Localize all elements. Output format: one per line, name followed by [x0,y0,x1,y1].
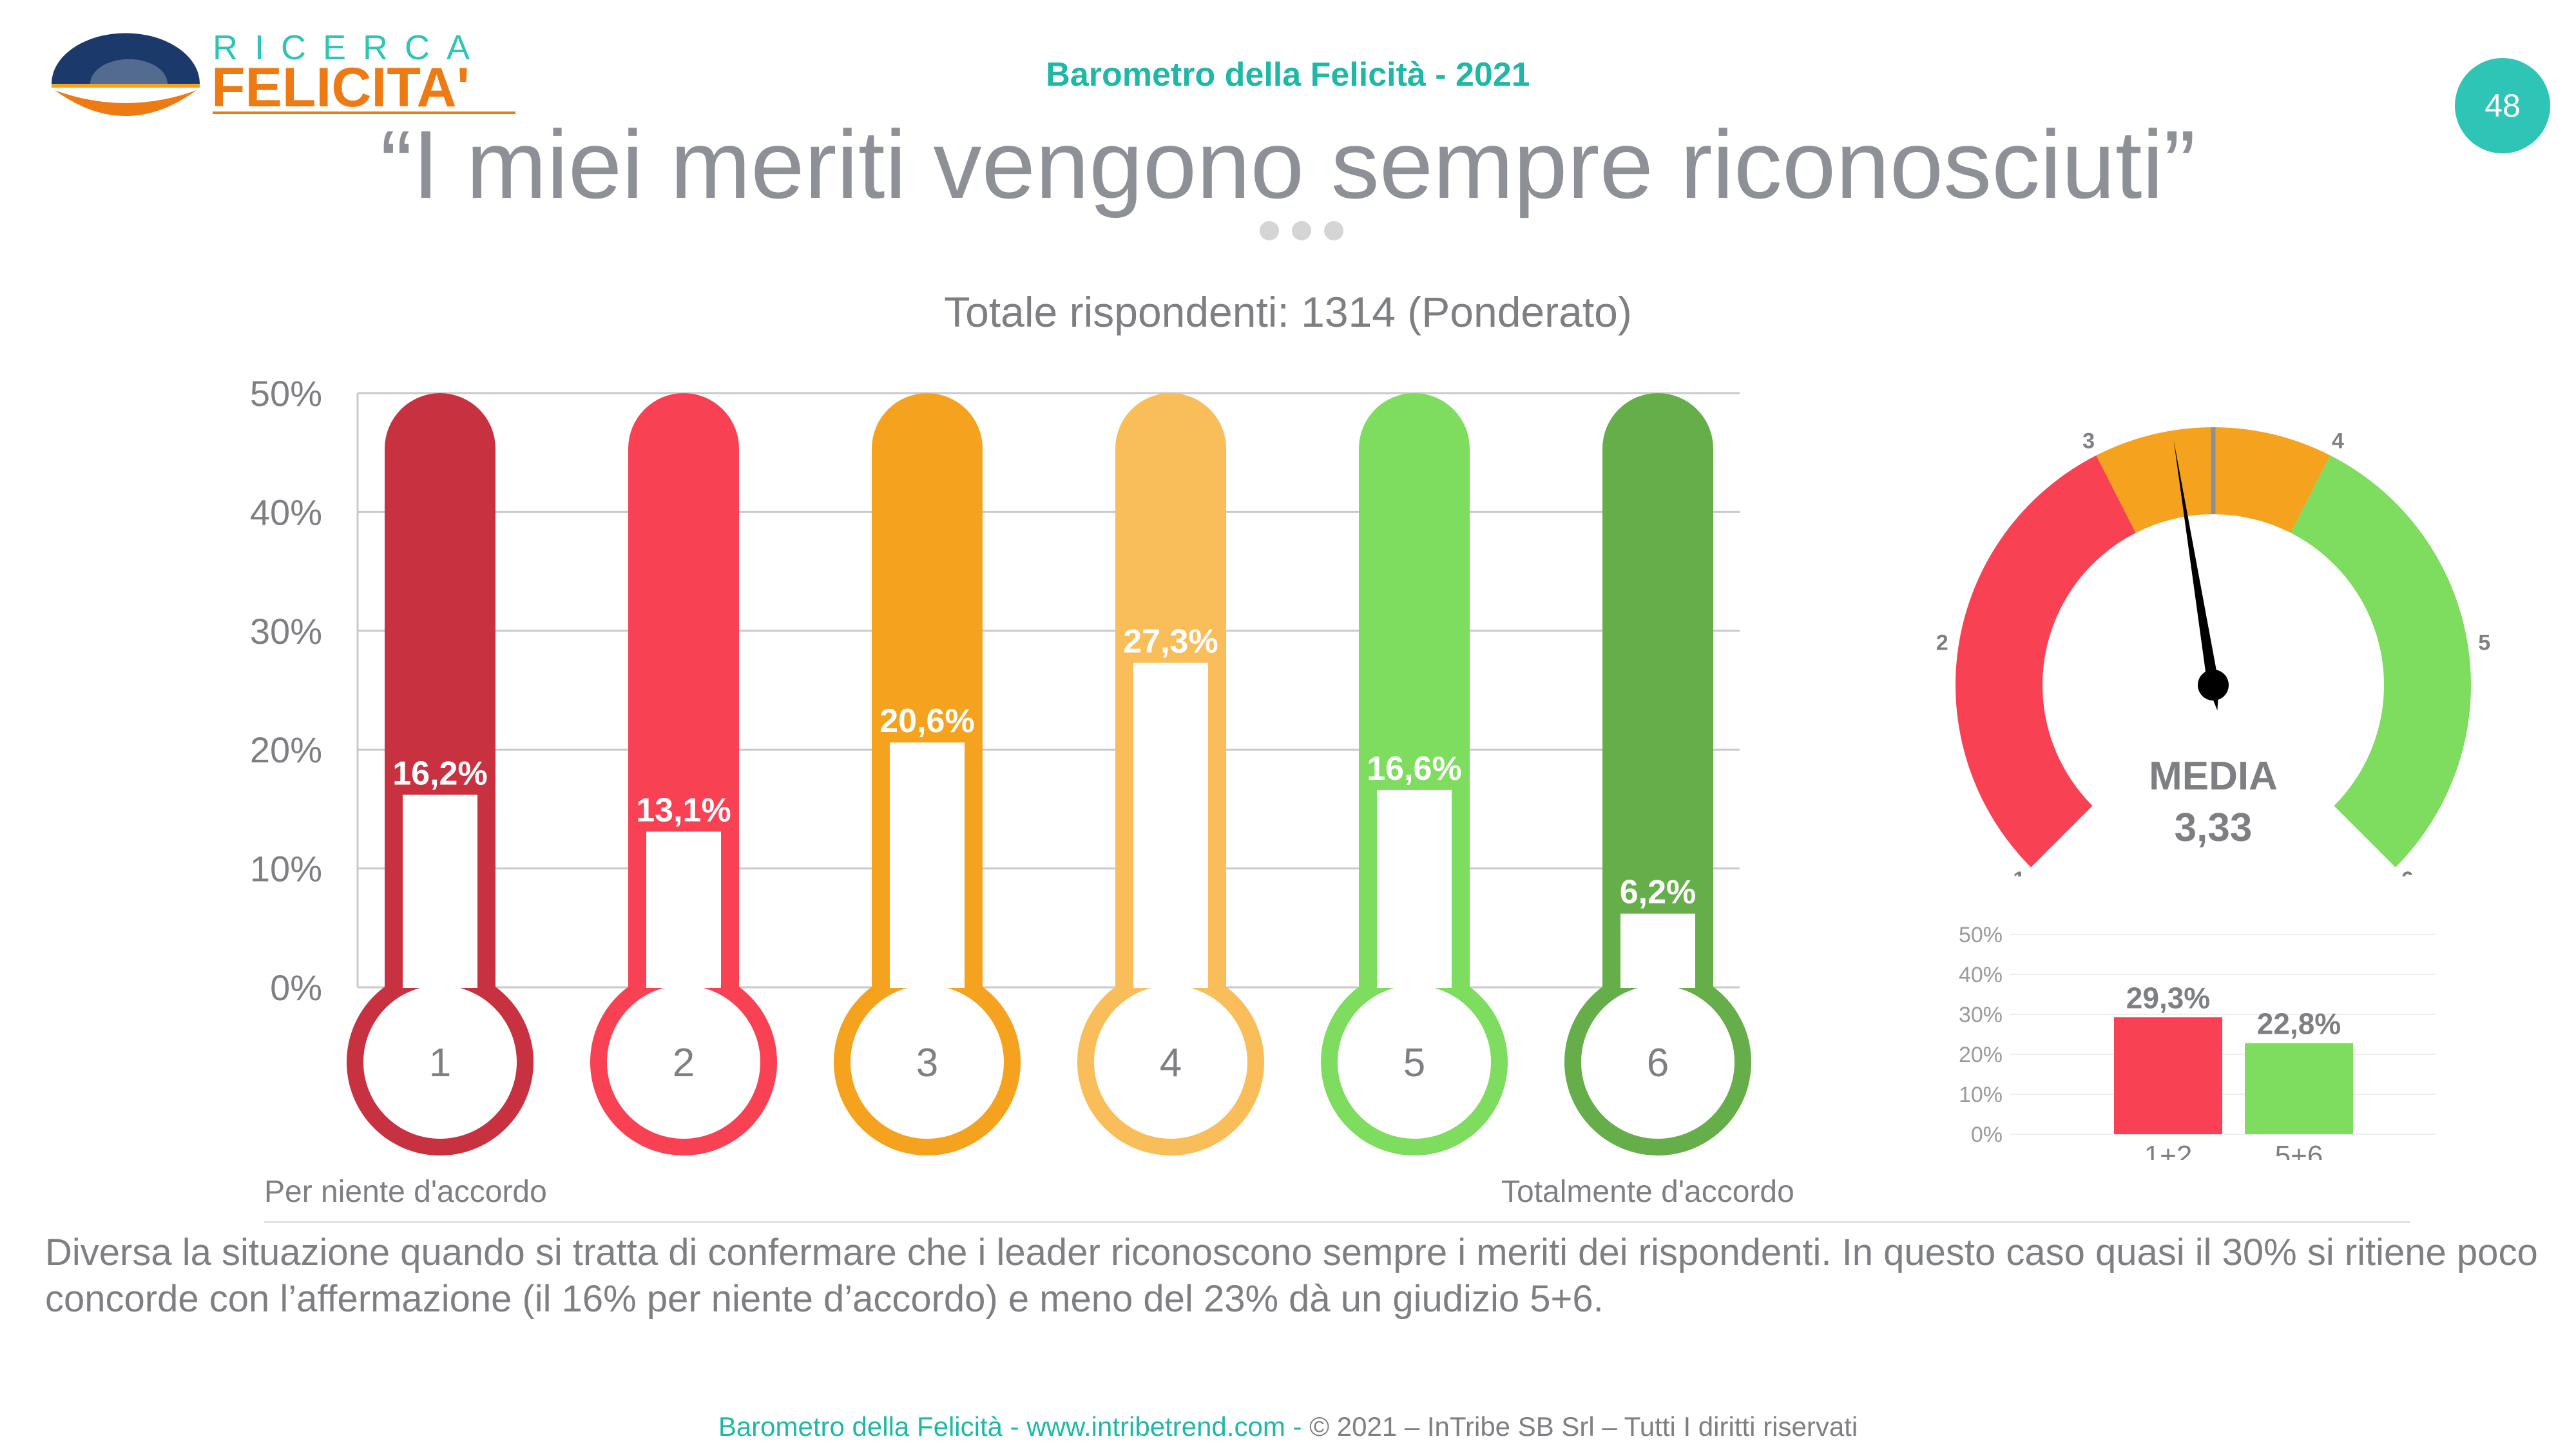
footer-separator: - [1285,1411,1310,1442]
scale-label-right: Totalmente d'accordo [1501,1175,1794,1209]
data-label: 16,6% [1367,750,1461,788]
y-tick-label: 20% [250,730,322,770]
grouped-summary-bar-chart: 0% 10% 20% 30% 40% 50% 29,3% 1+2 22,8% 5+6 [1959,923,2436,1160]
ricerca-felicita-logo: RICERCA FELICITA' [52,28,515,119]
scale-label-left: Per niente d'accordo [264,1175,547,1209]
gauge-zone [1956,455,2136,867]
gauge-value: 3,33 [2175,806,2253,850]
gauge-label: MEDIA [2149,754,2278,798]
average-gauge-chart: 1 2 3 4 5 6 MEDIA 3,33 [1936,427,2490,876]
page-number-badge: 48 [2455,58,2550,153]
thermometer-bar [1133,662,1208,988]
thermometer-tube [1602,393,1713,987]
category-label: 5 [1403,1041,1425,1085]
thermometer-bar [646,831,721,988]
gauge-scale-label: 3 [2082,429,2095,453]
header-title: Barometro della Felicità - 2021 [1046,56,1530,93]
y-tick-label: 10% [1959,1083,2003,1107]
footer-copyright: © 2021 – InTribe SB Srl – Tutti I diritt… [1309,1411,1858,1442]
y-tick-label: 0% [1971,1123,2003,1147]
gauge-zone [2291,455,2471,867]
category-label: 2 [673,1041,695,1085]
gauge-scale-label: 5 [2478,630,2490,655]
category-label: 6 [1647,1041,1669,1085]
gauge-scale-label: 6 [2401,867,2414,876]
gauge-scale-label: 1 [2013,867,2025,876]
footer: Barometro della Felicità - www.intribetr… [0,1411,2576,1442]
y-tick-label: 40% [250,492,322,532]
y-tick-label: 10% [250,849,322,889]
data-label: 6,2% [1620,874,1697,911]
y-tick-label: 30% [250,611,322,652]
thermometer-bar [1620,913,1695,988]
divider-line [264,1221,2410,1223]
thermometer-bar [890,742,965,988]
y-tick-label: 50% [250,373,322,414]
y-tick-label: 30% [1959,1003,2003,1027]
data-label: 20,6% [879,702,974,740]
logo-text-bottom: FELICITA' [211,57,470,119]
y-tick-label: 50% [1959,923,2003,947]
data-label: 29,3% [2126,981,2210,1014]
title-dots-decoration [1260,221,1343,240]
thermometer-bar [403,795,477,988]
main-title: “I miei meriti vengono sempre riconosciu… [380,110,2196,218]
category-label: 1 [429,1041,451,1085]
y-tick-label: 20% [1959,1043,2003,1067]
category-label: 1+2 [2144,1140,2193,1160]
y-tick-label: 40% [1959,963,2003,987]
gauge-needle [2173,440,2219,711]
data-label: 16,2% [392,755,487,792]
category-label: 5+6 [2275,1140,2323,1160]
summary-bar [2114,1017,2222,1134]
logo-text-top: RICERCA [213,28,486,67]
gauge-scale-label: 4 [2332,429,2344,453]
thermometer-bar-chart: 0% 10% 20% 30% 40% 50% 1 16,2% 2 13,1% 3 20,6% 4 27,3… [250,373,1751,1155]
chart-subtitle: Totale rispondenti: 1314 (Ponderato) [944,288,1632,336]
data-label: 13,1% [636,791,731,829]
category-label: 4 [1160,1041,1182,1085]
logo-sun-icon [52,33,200,116]
description-text: Diversa la situazione quando si tratta d… [45,1232,2538,1320]
data-label: 27,3% [1123,623,1218,661]
category-label: 3 [916,1041,938,1085]
footer-site: Barometro della Felicità - www.intribetr… [718,1411,1285,1442]
summary-bar [2245,1043,2353,1134]
thermometer-bar [1377,789,1452,988]
y-tick-label: 0% [270,967,322,1008]
gauge-pivot [2198,670,2229,701]
data-label: 22,8% [2257,1007,2341,1041]
gauge-scale-label: 2 [1936,630,1948,655]
